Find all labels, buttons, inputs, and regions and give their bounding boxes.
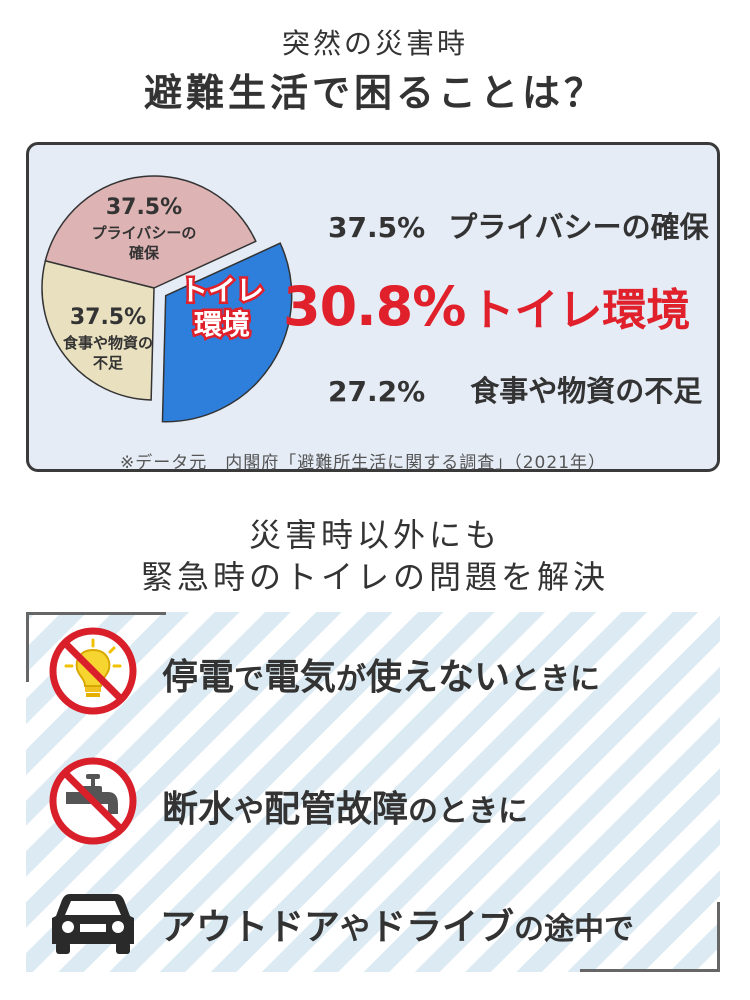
text-part: ときに — [510, 662, 601, 697]
use-case-text-1: 停電で電気が使えないときに — [162, 648, 600, 700]
text-part: アウトドア — [160, 907, 341, 948]
pie-label-line: トイレ — [180, 274, 264, 307]
use-case-panel — [26, 612, 720, 972]
section-heading-line2: 緊急時のトイレの問題を解決 — [140, 558, 609, 596]
corner-bracket-top — [26, 612, 166, 615]
car-icon — [52, 894, 134, 954]
corner-bracket-left — [26, 612, 29, 682]
corner-bracket-right — [717, 902, 720, 972]
use-case-text-3: アウトドアやドライブの途中で — [160, 898, 634, 950]
legend-label-toilet: トイレ環境 — [470, 285, 691, 336]
text-part: の途中で — [514, 912, 635, 947]
pie-slice-privacy — [44, 175, 257, 289]
legend-label-privacy: プライバシーの確保 — [448, 210, 709, 244]
pie-label-line: 環境 — [194, 308, 250, 341]
text-part: のときに — [408, 794, 529, 829]
text-part: ドライブ — [370, 907, 515, 948]
legend-label-food: 食事や物資の不足 — [470, 374, 703, 408]
no-faucet-icon — [49, 757, 137, 845]
use-case-text-2: 断水や配管故障のときに — [162, 780, 528, 832]
pie-label-privacy: プライバシーの確保 — [92, 224, 197, 262]
text-part: 使えない — [366, 657, 511, 698]
legend-pct-privacy: 37.5% — [328, 211, 426, 244]
text-part: 断水 — [162, 789, 235, 830]
section-heading-line1: 災害時以外にも — [248, 516, 501, 554]
subtitle: 突然の災害時 — [281, 27, 468, 60]
legend-row-food: 27.2% 食事や物資の不足 — [328, 368, 702, 410]
corner-bracket-bottom — [580, 969, 720, 972]
data-source: ※データ元 内閣府「避難所生活に関する調査」（2021年） — [120, 453, 607, 473]
pie-label-toilet: トイレ環境 — [180, 274, 264, 341]
text-part: 配管故障 — [264, 789, 409, 830]
text-part: で — [234, 662, 265, 697]
pie-label-line: プライバシーの — [92, 224, 197, 242]
no-lightbulb-icon — [49, 627, 137, 715]
text-part: や — [340, 912, 371, 947]
pie-label-line: 食事や物資の — [63, 334, 153, 352]
pie-label-food: 食事や物資の不足 — [63, 334, 153, 372]
legend-pct-food: 27.2% — [328, 375, 426, 408]
page-title: 避難生活で困ることは？ — [143, 71, 606, 115]
pie-label-line: 不足 — [93, 354, 124, 372]
pie-chart: 37.5% プライバシーの確保 37.5% 食事や物資の不足 トイレ環境 — [41, 175, 293, 423]
text-part: 電気 — [264, 657, 337, 698]
pie-pct-label-food: 37.5% — [70, 305, 146, 330]
pie-slice-food — [41, 259, 155, 401]
text-part: や — [234, 794, 265, 829]
legend-pct-toilet: 30.8% — [283, 275, 466, 338]
text-part: が — [336, 662, 367, 697]
pie-label-line: 確保 — [128, 244, 160, 262]
legend-row-privacy: 37.5% プライバシーの確保 — [328, 204, 709, 246]
legend-row-toilet: 30.8% トイレ環境 — [283, 274, 690, 338]
pie-slice-toilet — [161, 242, 293, 423]
text-part: 停電 — [162, 657, 235, 698]
pie-pct-label-privacy: 37.5% — [106, 195, 182, 220]
